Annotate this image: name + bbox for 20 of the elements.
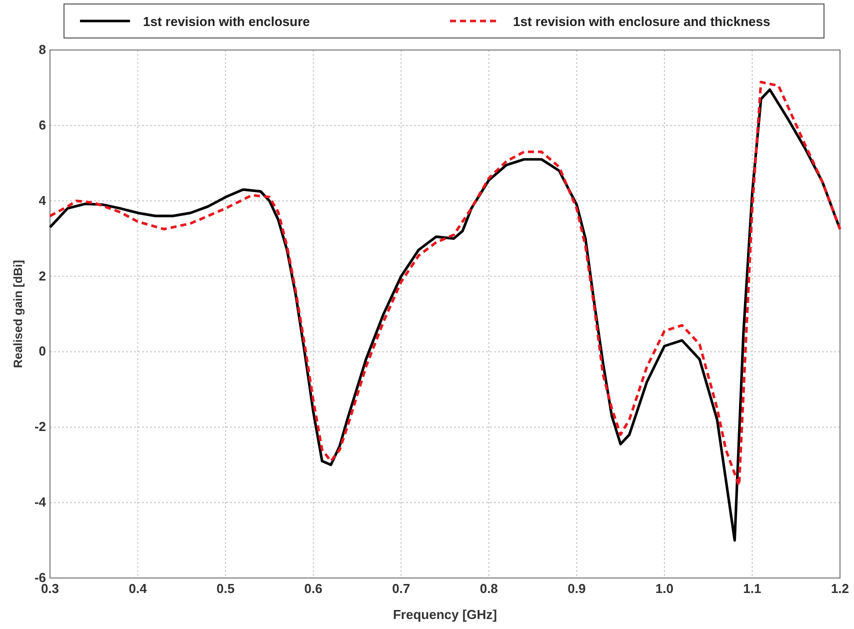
y-tick-label: 0 [38, 344, 46, 359]
x-axis-title: Frequency [GHz] [392, 607, 498, 622]
y-tick-label: 2 [38, 268, 46, 284]
y-tick-label: -2 [34, 419, 46, 434]
y-tick-label: 6 [38, 117, 46, 132]
x-tick-label: 1.1 [743, 581, 762, 596]
y-axis-title: Realised gain [dBi] [11, 260, 25, 368]
legend-label: 1st revision with enclosure [143, 14, 310, 29]
x-tick-label: 0.6 [304, 581, 322, 596]
x-tick-label: 1.2 [830, 581, 850, 596]
y-tick-label: 8 [38, 42, 46, 57]
x-tick-label: 0.8 [480, 581, 498, 596]
x-tick-label: 0.5 [216, 581, 235, 596]
x-tick-label: 0.7 [392, 581, 410, 596]
y-tick-label: 4 [38, 192, 47, 208]
x-tick-label: 0.4 [128, 581, 148, 596]
x-tick-label: 1.0 [655, 581, 674, 596]
y-tick-label: -4 [34, 494, 47, 510]
legend-label: 1st revision with enclosure and thickness [513, 14, 770, 29]
x-tick-label: 0.9 [568, 581, 586, 596]
